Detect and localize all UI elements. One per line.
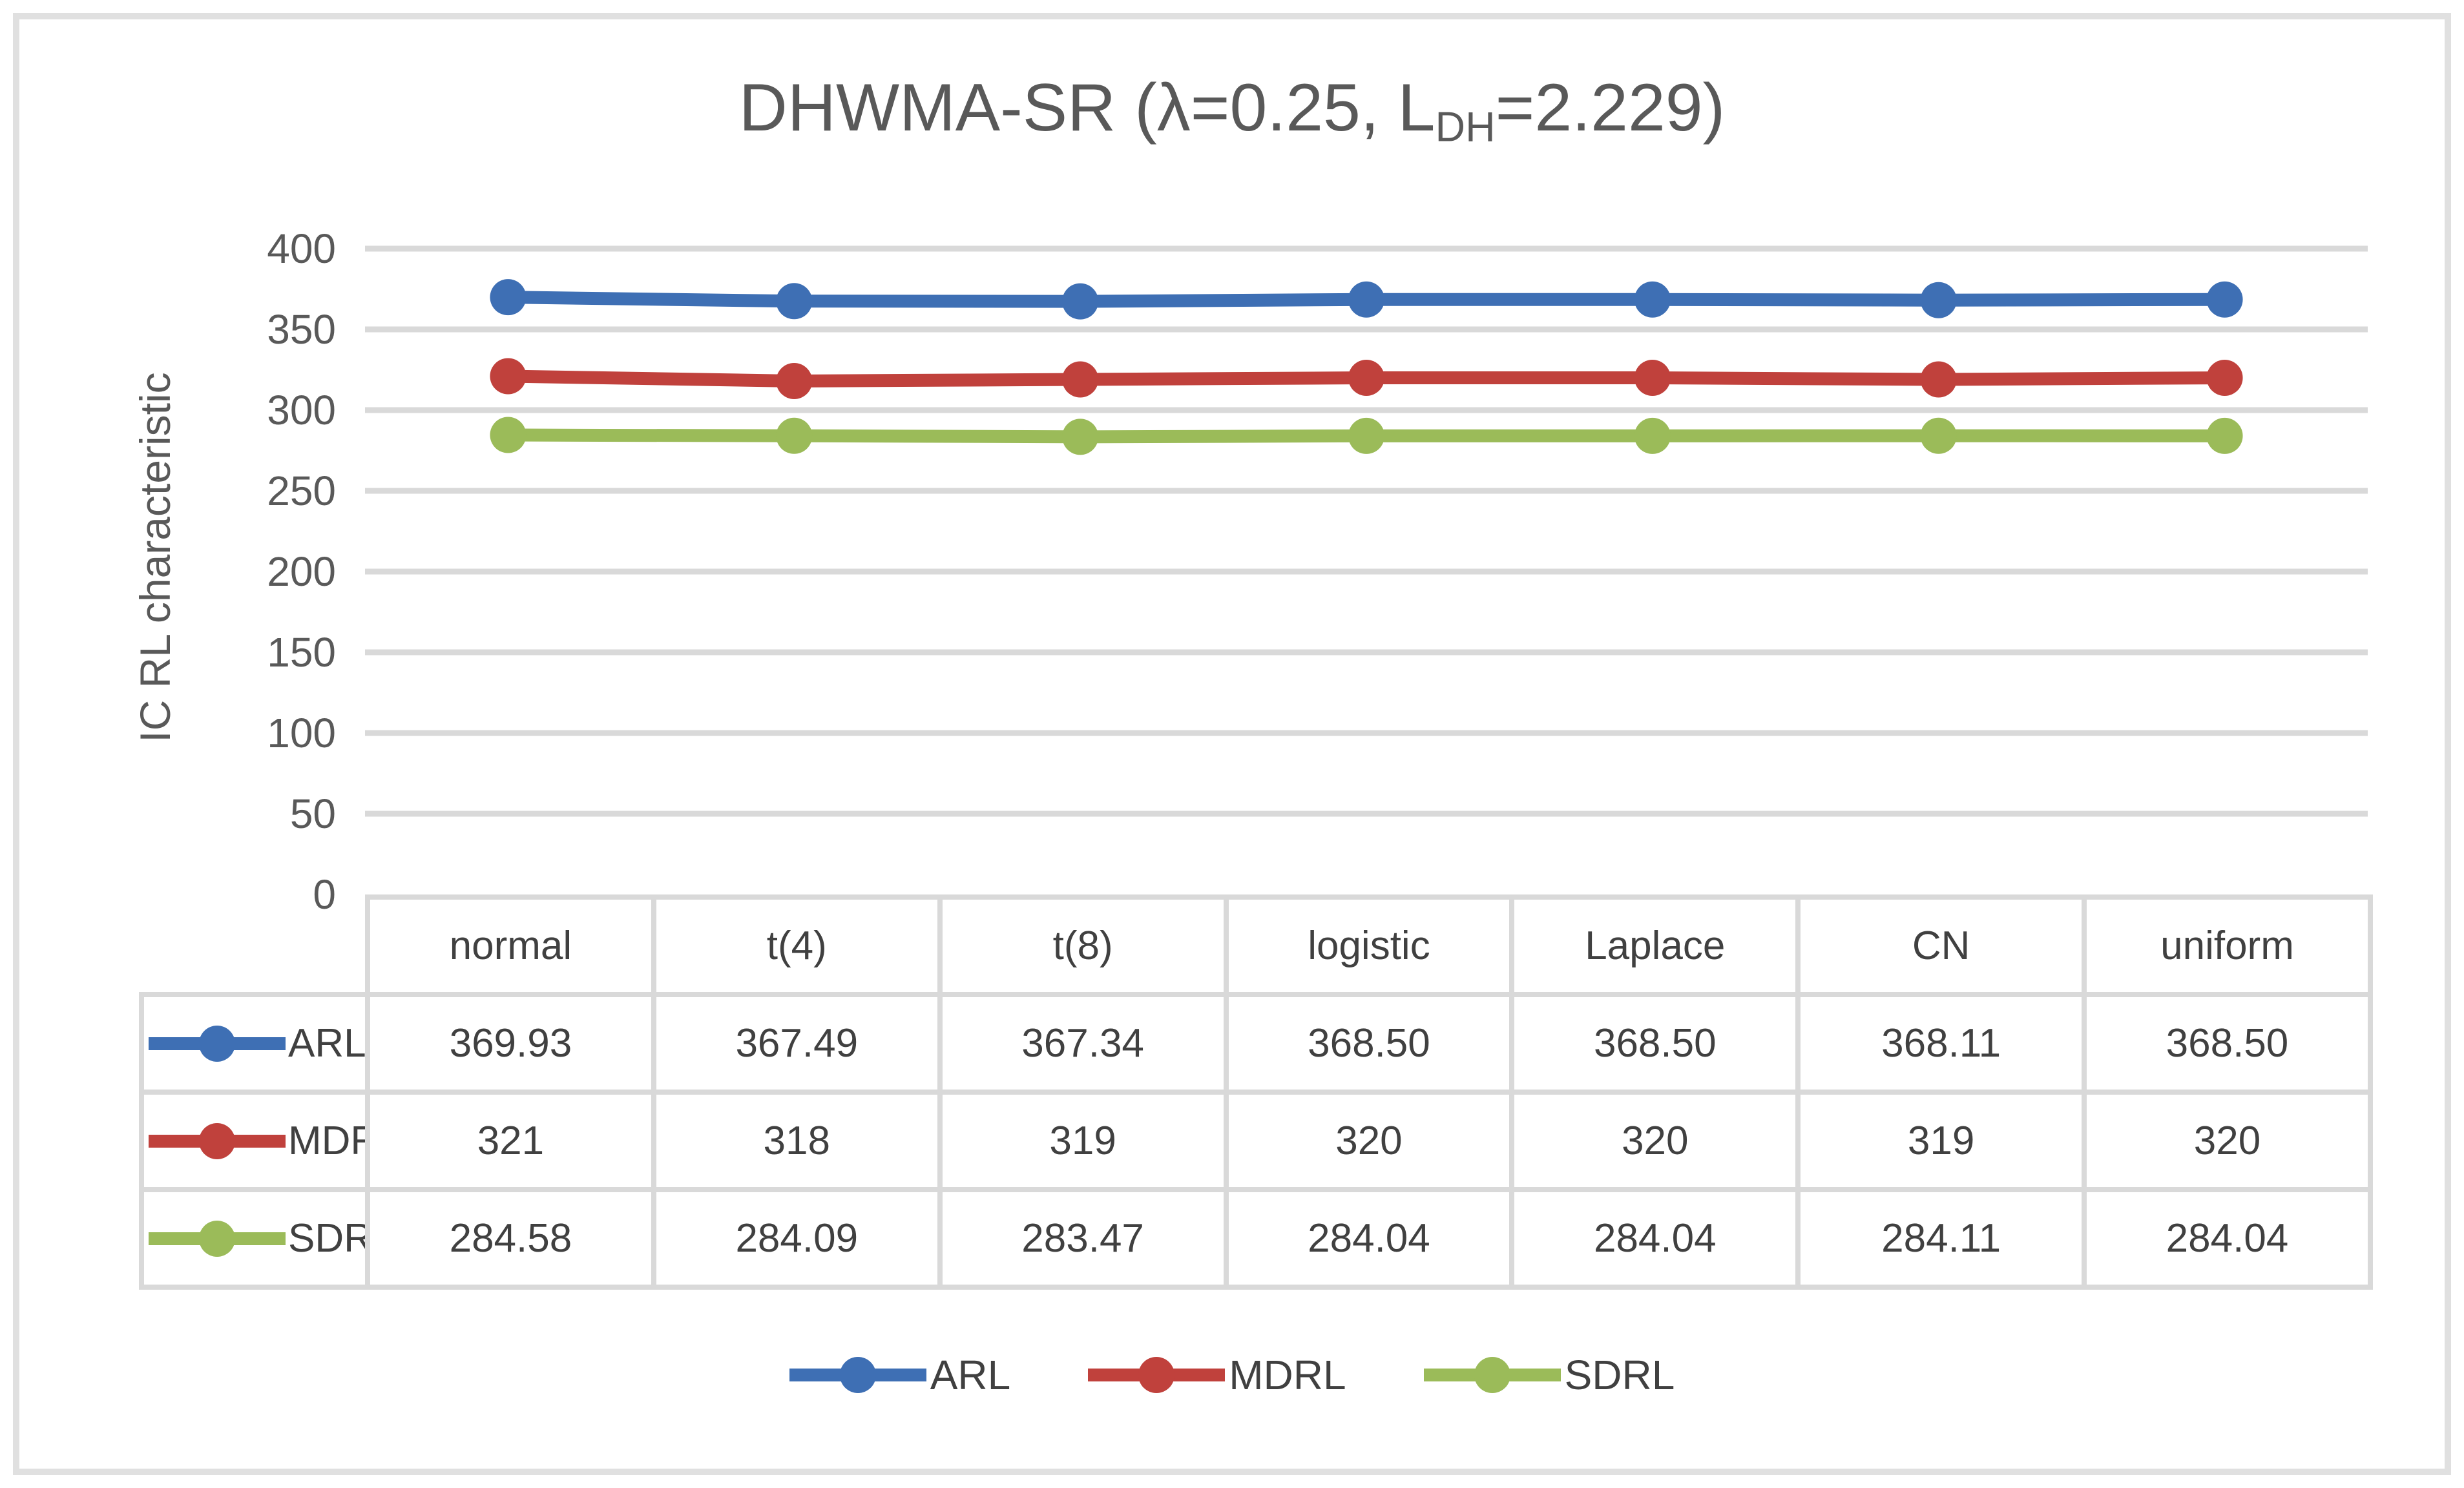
table-value-cell: 368.50	[1509, 992, 1801, 1095]
legend-item-SDRL: SDRL	[1423, 1351, 1675, 1399]
table-value-cell: 368.50	[2082, 992, 2373, 1095]
legend-key-icon-SDRL	[149, 1220, 286, 1257]
table-header-row: normal t(4) t(8) logistic Laplace CN uniform	[141, 894, 2373, 997]
series-name: ARL	[288, 1021, 366, 1066]
series-name: SDRL	[288, 1216, 362, 1261]
table-value-cell: 321	[365, 1090, 656, 1192]
data-point-marker-SDRL	[2206, 417, 2243, 454]
y-axis-tick-label: 400	[267, 225, 336, 272]
data-point-marker-ARL	[1634, 281, 1671, 318]
legend-item-MDRL: MDRL	[1088, 1351, 1346, 1399]
data-point-marker-ARL	[1062, 283, 1099, 320]
legend-key-icon-MDRL	[149, 1122, 286, 1159]
table-value-cell: 319	[1795, 1090, 2087, 1192]
data-point-marker-SDRL	[490, 417, 527, 453]
table-value-cell: 284.09	[651, 1187, 943, 1290]
chart-legend: ARL MDRL SDRL	[19, 1351, 2445, 1399]
data-point-marker-SDRL	[1062, 418, 1099, 455]
table-value-cell: 320	[1509, 1090, 1801, 1192]
table-column-header: t(4)	[651, 894, 943, 997]
table-row-ARL: ARL 369.93 367.49 367.34 368.50 368.50 368.11 3…	[139, 992, 2373, 1095]
table-value-cell: 319	[937, 1090, 1229, 1192]
table-column-header: t(8)	[937, 894, 1229, 997]
data-point-marker-SDRL	[1634, 417, 1671, 454]
legend-key-icon-ARL	[789, 1357, 926, 1393]
table-value-cell: 284.04	[1509, 1187, 1801, 1290]
chart-title: DHWMA-SR (λ=0.25, LDH=2.229)	[19, 70, 2445, 150]
data-point-marker-MDRL	[1920, 361, 1957, 398]
table-value-cell: 283.47	[937, 1187, 1229, 1290]
y-axis-tick-label: 300	[267, 387, 336, 433]
legend-item-ARL: ARL	[789, 1351, 1011, 1399]
table-value-cell: 318	[651, 1090, 943, 1192]
table-corner-cell	[141, 897, 368, 995]
table-value-cell: 368.50	[1223, 992, 1515, 1095]
chart-title-suffix: =2.229)	[1495, 70, 1726, 145]
legend-label: MDRL	[1229, 1352, 1346, 1398]
series-name: MDRL	[288, 1119, 362, 1163]
table-value-cell: 367.34	[937, 992, 1229, 1095]
series-label: ARL	[147, 1020, 366, 1066]
legend-key-icon-SDRL	[1423, 1357, 1561, 1393]
table-column-header: Laplace	[1509, 894, 1801, 997]
table-column-header: CN	[1795, 894, 2087, 997]
data-point-marker-MDRL	[1348, 360, 1384, 396]
chart-title-subscript: DH	[1435, 103, 1496, 150]
data-point-marker-MDRL	[1634, 360, 1671, 396]
series-label-cell: SDRL	[139, 1187, 370, 1290]
y-axis-tick-label: 150	[267, 629, 336, 676]
data-point-marker-SDRL	[1920, 417, 1957, 454]
table-row-SDRL: SDRL284.58284.09283.47284.04284.04284.11…	[139, 1187, 2373, 1290]
data-point-marker-SDRL	[1348, 417, 1384, 454]
legend-label: ARL	[930, 1352, 1011, 1398]
table-row-MDRL: MDRL321318319320320319320	[139, 1090, 2373, 1192]
data-point-marker-ARL	[2206, 281, 2243, 318]
table-column-header: uniform	[2082, 894, 2373, 997]
y-axis-tick-label: 100	[267, 710, 336, 756]
data-point-marker-ARL	[776, 283, 813, 320]
data-point-marker-ARL	[1920, 282, 1957, 318]
table-value-cell: 284.04	[2082, 1187, 2373, 1290]
series-label-cell: ARL	[139, 992, 370, 1095]
chart-figure: DHWMA-SR (λ=0.25, LDH=2.229) IC RL chara…	[13, 13, 2451, 1475]
table-value-cell: 320	[2082, 1090, 2373, 1192]
table-value-cell: 367.49	[651, 992, 943, 1095]
series-label: SDRL	[147, 1215, 362, 1261]
legend-label: SDRL	[1564, 1352, 1675, 1398]
data-point-marker-MDRL	[1062, 361, 1099, 398]
table-value-cell: 284.11	[1795, 1187, 2087, 1290]
data-table: normal t(4) t(8) logistic Laplace CN uniform AR…	[139, 894, 2373, 1290]
data-point-marker-SDRL	[776, 417, 813, 454]
table-value-cell: 284.04	[1223, 1187, 1515, 1290]
data-point-marker-MDRL	[2206, 360, 2243, 396]
table-value-cell: 369.93	[365, 992, 656, 1095]
table-value-cell: 320	[1223, 1090, 1515, 1192]
y-axis-tick-label: 350	[267, 306, 336, 353]
table-value-cell: 368.11	[1795, 992, 2087, 1095]
table-column-header: logistic	[1223, 894, 1515, 997]
table-column-header: normal	[365, 894, 656, 997]
y-axis-tick-label: 50	[289, 790, 336, 837]
series-label-cell: MDRL	[139, 1090, 370, 1192]
series-label: MDRL	[147, 1118, 362, 1164]
legend-key-icon-ARL	[149, 1025, 286, 1062]
legend-key-icon-MDRL	[1088, 1357, 1226, 1393]
data-point-marker-MDRL	[490, 358, 527, 395]
y-axis-tick-label: 200	[267, 548, 336, 595]
plot-area	[365, 245, 2368, 817]
y-axis-tick-label: 0	[313, 871, 336, 918]
chart-title-prefix: DHWMA-SR (λ=0.25, L	[738, 70, 1436, 145]
data-point-marker-ARL	[490, 279, 527, 316]
data-point-marker-MDRL	[776, 363, 813, 399]
y-axis-tick-label: 250	[267, 468, 336, 514]
table-value-cell: 284.58	[365, 1187, 656, 1290]
data-point-marker-ARL	[1348, 281, 1384, 318]
